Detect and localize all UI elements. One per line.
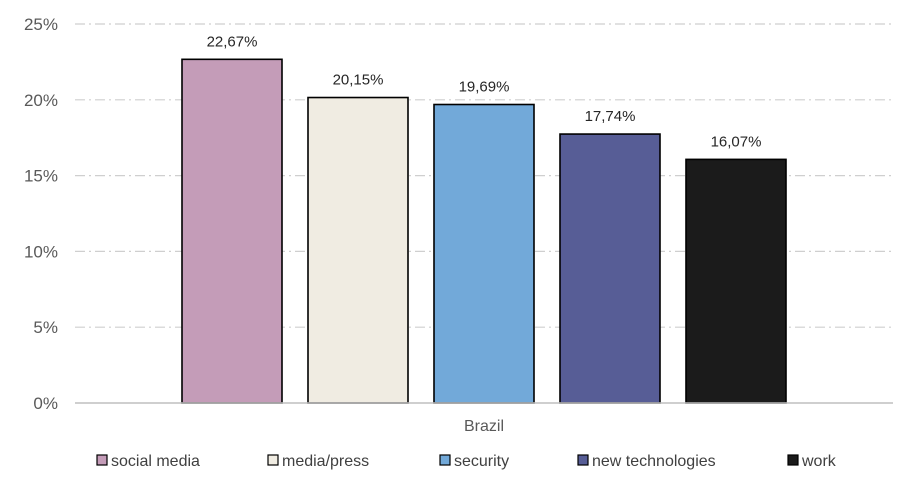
bar-new-technologies — [559, 133, 661, 404]
legend-item-social-media: social media — [96, 453, 200, 470]
legend-item-work: work — [787, 453, 837, 470]
y-tick-label: 0% — [33, 394, 58, 413]
legend-swatch — [439, 454, 451, 466]
bar-security — [433, 103, 535, 404]
data-label: 22,67% — [207, 33, 258, 50]
legend-label: social media — [111, 453, 200, 470]
data-label: 20,15% — [333, 72, 384, 89]
y-tick-label: 25% — [24, 15, 58, 34]
legend-label: security — [454, 453, 509, 470]
legend-label: media/press — [282, 453, 369, 470]
legend: social media media/press security new techn… — [96, 453, 837, 470]
legend-swatch — [577, 454, 589, 466]
data-labels: 22,67% 20,15% 19,69% 17,74% 16,07% — [207, 33, 762, 150]
y-axis: 0% 5% 10% 15% 20% 25% — [24, 15, 58, 413]
legend-swatch — [267, 454, 279, 466]
category-label: Brazil — [464, 418, 504, 435]
legend-label: work — [801, 453, 837, 470]
legend-item-new-technologies: new technologies — [577, 453, 716, 470]
data-label: 17,74% — [585, 108, 636, 125]
y-tick-label: 15% — [24, 167, 58, 186]
bars — [181, 58, 787, 404]
bar-social-media — [181, 58, 283, 404]
bar-work — [685, 158, 787, 404]
data-label: 16,07% — [711, 133, 762, 150]
legend-label: new technologies — [592, 453, 716, 470]
legend-item-media-press: media/press — [267, 453, 369, 470]
legend-swatch — [787, 454, 799, 466]
bar-media-press — [307, 96, 409, 404]
y-tick-label: 5% — [33, 318, 58, 337]
legend-item-security: security — [439, 453, 509, 470]
y-tick-label: 20% — [24, 91, 58, 110]
y-tick-label: 10% — [24, 242, 58, 261]
legend-swatch — [96, 454, 108, 466]
data-label: 19,69% — [459, 78, 510, 95]
